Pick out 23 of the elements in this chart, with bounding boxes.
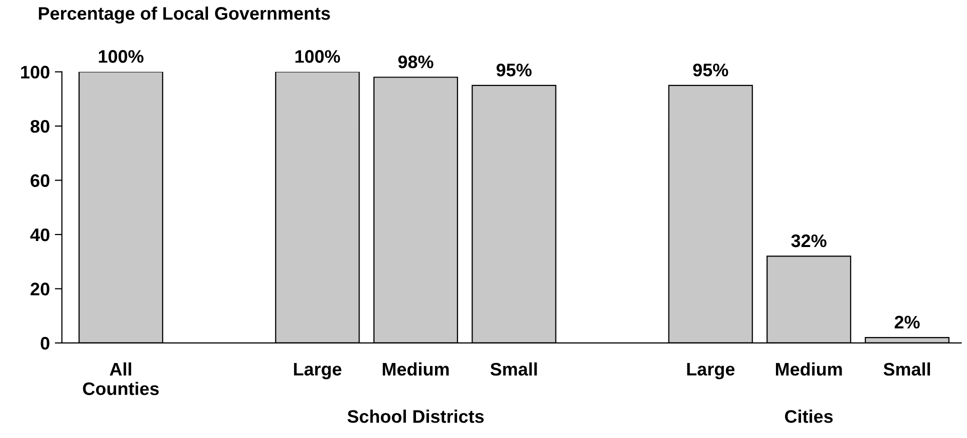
data-label: 95% [496,64,532,76]
x-tick-label: Small [490,362,537,376]
data-label: 95% [693,64,728,76]
x-tick-label: Medium [776,362,842,376]
y-tick-label: 40 [30,228,50,242]
y-axis-title: Percentage of Local Governments [38,6,330,24]
y-tick-label: 0 [40,336,50,350]
x-tick-label: Large [294,362,342,380]
text: School Districts [348,410,484,423]
x-tick-label: All Counties [82,362,159,396]
x-tick-label: Small [884,362,930,376]
y-tick-label: 60 [30,174,50,187]
x-tick-label: Medium [382,362,449,376]
data-label: 98% [398,55,434,68]
text: Cities [785,410,833,423]
data-label: 2% [894,316,920,329]
data-label: 100% [98,50,144,63]
data-label: 32% [791,234,826,248]
data-label: 100% [295,50,340,63]
y-tick-label: 80 [30,120,50,133]
y-tick-label: 100 [21,66,50,79]
x-tick-label: Large [687,362,735,380]
y-tick-label: 20 [30,282,50,296]
